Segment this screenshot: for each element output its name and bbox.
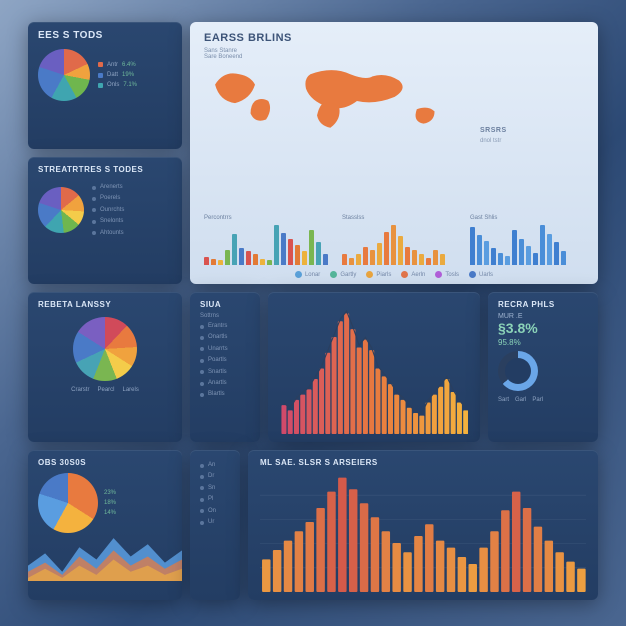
panel-r2d-value2: 95.8% (488, 336, 598, 347)
panel-r3a-area (28, 535, 182, 581)
panel-main-subtitle: Sans Stanre Sare Boneend (204, 48, 584, 60)
big-bar-chart (260, 471, 586, 592)
row-2: REBETA LANSSY CrarstrPearclLarels SIUA S… (28, 292, 598, 442)
main-chart-row: PercontrrsStasslssGast Shlis (204, 211, 584, 265)
panel-recra: RECRA PHLS MUR .E §3.8% 95.8% SartGarlPa… (488, 292, 598, 442)
panel-r2a-title: REBETA LANSSY (28, 292, 182, 313)
legend-dot-row: LonarGartlyPiarlsAerlnToslsUarls (204, 269, 584, 278)
panel-b-title: STREATRTRES S TODES (28, 157, 182, 178)
gradient-bar-chart (280, 300, 468, 434)
stat-label: SRSRS (480, 127, 584, 134)
panel-r2d-value1: §3.8% (488, 320, 598, 336)
panel-r2a-legend: CrarstrPearclLarels (71, 385, 139, 395)
panel-r3a-pie (38, 473, 98, 533)
panel-r3a-stats: 23%18%14% (104, 488, 116, 519)
panel-r2b-title: SIUA (190, 292, 260, 313)
panel-r2a-pie (73, 317, 137, 381)
panel-r3c-title: ML SAE. SLSR S ARSEIERS (260, 458, 586, 471)
panel-r2d-footer: SartGarlParl (488, 395, 598, 405)
dashboard: EES S TODS Antr6.4%Datt19%Onls7.1% STREA… (28, 22, 598, 600)
col-left: EES S TODS Antr6.4%Datt19%Onls7.1% STREA… (28, 22, 182, 284)
panel-siua: SIUA Sottrns ErantrsOnartlsUnarrtsPoartl… (190, 292, 260, 442)
panel-a-title: EES S TODS (28, 22, 182, 45)
panel-r2d-title: RECRA PHLS (488, 292, 598, 313)
panel-a-pie (38, 49, 90, 101)
panel-ees-tods: EES S TODS Antr6.4%Datt19%Onls7.1% (28, 22, 182, 149)
panel-r2d-gauge (498, 351, 538, 391)
panel-b-pie (38, 187, 84, 233)
panel-r2b-list: ErantrsOnartlsUnarrtsPoartlsSnartlsAnart… (190, 319, 260, 403)
panel-r3a-title: OBS 30S0S (28, 450, 182, 471)
panel-r3b: AnDrSnPlOnUr (190, 450, 240, 600)
panel-main: EARSS BRLINS Sans Stanre Sare Boneend (190, 22, 598, 284)
panel-r2d-metric: MUR .E (488, 313, 598, 320)
stat-sub: dnol tstr (480, 138, 584, 144)
world-map (204, 64, 470, 136)
panel-gradient-bars (268, 292, 480, 442)
panel-obs: OBS 30S0S 23%18%14% (28, 450, 182, 600)
panel-b-list: ArenertsPoerelsOunrchtsSnelontsAhtounts (92, 182, 124, 239)
panel-main-title: EARSS BRLINS (204, 32, 584, 44)
row-3: OBS 30S0S 23%18%14% AnDrSnPlOnUr ML SAE.… (28, 450, 598, 600)
panel-a-legend: Antr6.4%Datt19%Onls7.1% (98, 60, 137, 91)
panel-rebeta: REBETA LANSSY CrarstrPearclLarels (28, 292, 182, 442)
panel-streat-todes: STREATRTRES S TODES ArenertsPoerelsOunrc… (28, 157, 182, 284)
panel-ml-bars: ML SAE. SLSR S ARSEIERS (248, 450, 598, 600)
panel-r3b-list: AnDrSnPlOnUr (190, 450, 240, 530)
main-stats-right: SRSRS dnol tstr (474, 64, 584, 207)
row-1: EES S TODS Antr6.4%Datt19%Onls7.1% STREA… (28, 22, 598, 284)
